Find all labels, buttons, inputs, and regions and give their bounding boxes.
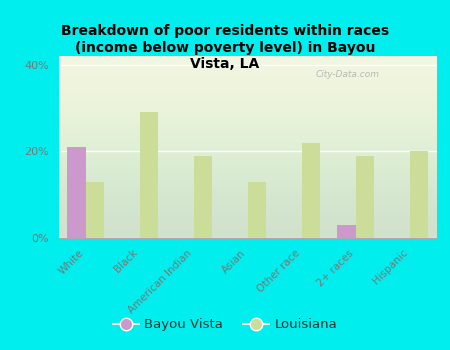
Bar — [248, 182, 266, 238]
Bar — [302, 143, 320, 238]
Bar — [86, 182, 104, 238]
Legend: Bayou Vista, Louisiana: Bayou Vista, Louisiana — [108, 313, 342, 336]
Text: City-Data.com: City-Data.com — [315, 70, 379, 79]
Bar — [140, 112, 158, 238]
Bar — [194, 156, 212, 238]
Bar — [410, 151, 428, 238]
Bar — [337, 225, 356, 238]
Bar — [67, 147, 86, 238]
Bar — [356, 156, 374, 238]
Text: Breakdown of poor residents within races
(income below poverty level) in Bayou
V: Breakdown of poor residents within races… — [61, 25, 389, 71]
